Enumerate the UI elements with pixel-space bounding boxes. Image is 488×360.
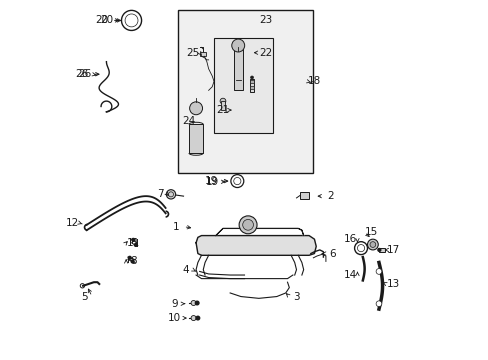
Circle shape <box>250 76 253 79</box>
Text: 26: 26 <box>75 69 88 79</box>
Text: 17: 17 <box>386 245 399 255</box>
Circle shape <box>377 248 380 251</box>
Bar <box>249 78 254 92</box>
Bar <box>214 39 273 134</box>
Text: 16: 16 <box>343 234 356 244</box>
Circle shape <box>242 220 253 230</box>
Text: 1: 1 <box>173 222 179 231</box>
Bar <box>178 10 312 173</box>
Circle shape <box>132 238 135 241</box>
Text: 2: 2 <box>326 191 333 201</box>
Text: 5: 5 <box>81 292 88 302</box>
Bar <box>249 80 254 83</box>
Circle shape <box>369 242 375 247</box>
Bar <box>378 248 385 252</box>
Bar <box>221 101 224 110</box>
Text: 6: 6 <box>328 248 335 258</box>
Bar <box>233 47 242 90</box>
Text: 15: 15 <box>365 227 378 237</box>
Circle shape <box>189 102 202 115</box>
Text: 24: 24 <box>182 116 195 126</box>
Polygon shape <box>196 235 316 255</box>
Text: 3: 3 <box>293 292 299 302</box>
Text: 18: 18 <box>307 76 321 86</box>
Circle shape <box>191 316 196 320</box>
Text: 7: 7 <box>157 189 163 199</box>
Circle shape <box>131 260 134 263</box>
Text: 23: 23 <box>259 15 272 26</box>
Text: 25: 25 <box>185 48 199 58</box>
Circle shape <box>375 269 381 274</box>
Circle shape <box>195 301 199 305</box>
Circle shape <box>191 301 196 306</box>
Text: 14: 14 <box>343 270 356 280</box>
Circle shape <box>134 243 137 246</box>
Circle shape <box>220 98 225 104</box>
Circle shape <box>375 301 381 307</box>
Circle shape <box>166 190 175 199</box>
Text: 12: 12 <box>65 218 79 228</box>
Text: 13: 13 <box>386 279 399 289</box>
Text: 8: 8 <box>130 256 136 266</box>
Text: 19: 19 <box>205 177 219 187</box>
Text: 9: 9 <box>171 299 178 309</box>
Bar <box>188 125 203 153</box>
Bar <box>249 86 254 89</box>
Text: 10: 10 <box>168 313 181 323</box>
Circle shape <box>367 239 378 250</box>
Text: 20: 20 <box>95 15 108 26</box>
Text: 4: 4 <box>182 265 188 275</box>
Text: 22: 22 <box>259 48 272 58</box>
Polygon shape <box>215 228 303 235</box>
Text: 21: 21 <box>216 105 229 115</box>
Circle shape <box>239 216 257 234</box>
Circle shape <box>231 39 244 52</box>
Text: 26: 26 <box>78 69 91 79</box>
Bar <box>300 192 308 199</box>
Circle shape <box>196 316 199 320</box>
Text: 19: 19 <box>204 176 217 186</box>
Bar <box>199 52 206 56</box>
Text: 11: 11 <box>126 238 140 248</box>
Text: 20: 20 <box>100 15 113 26</box>
Circle shape <box>128 256 131 259</box>
